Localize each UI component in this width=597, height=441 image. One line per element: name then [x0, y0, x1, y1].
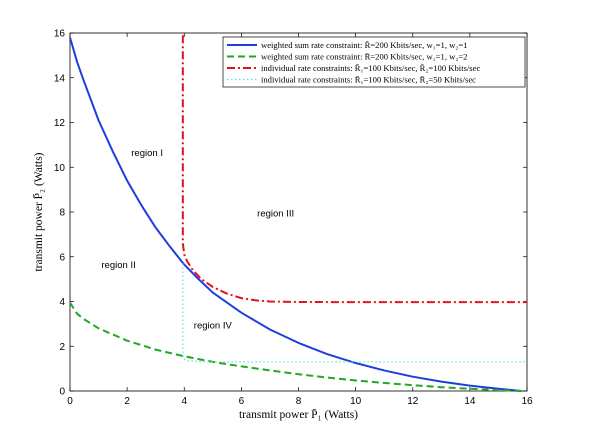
y-tick-label: 6	[59, 252, 65, 263]
region-label: region I	[131, 148, 163, 159]
x-tick-label: 10	[350, 396, 362, 407]
y-axis-label: transmit power P̄₂ (Watts)	[32, 152, 45, 271]
y-tick-label: 0	[59, 387, 65, 398]
x-tick-label: 6	[239, 396, 245, 407]
region-label: region II	[101, 260, 135, 271]
legend-entry: weighted sum rate constraint: R̄=200 Kbi…	[261, 52, 467, 62]
legend-entry: weighted sum rate constraint: R̄=200 Kbi…	[261, 40, 467, 50]
x-tick-label: 16	[521, 396, 533, 407]
tick-group: 0 2 4 6 8 10 12 14 16 0 2 4 6 8 10 12 14 16	[54, 29, 533, 408]
y-tick-label: 8	[59, 208, 65, 219]
legend-entry: individual rate constraints: R̄₁=100 Kbi…	[261, 75, 476, 85]
y-tick-label: 12	[54, 118, 66, 129]
x-tick-label: 8	[296, 396, 302, 407]
x-tick-label: 2	[124, 396, 130, 407]
y-tick-label: 16	[54, 29, 66, 40]
series-group	[69, 35, 527, 392]
x-tick-label: 0	[67, 396, 73, 407]
x-tick-label: 4	[181, 396, 187, 407]
x-axis-label: transmit power P̄₁ (Watts)	[239, 408, 358, 421]
y-tick-label: 4	[59, 297, 65, 308]
region-labels: region I region II region III region IV	[101, 148, 294, 331]
y-tick-label: 14	[54, 73, 66, 84]
y-tick-label: 2	[59, 342, 65, 353]
region-label: region III	[257, 208, 294, 219]
legend-entry: individual rate constraints: R̄₁=100 Kbi…	[261, 63, 480, 73]
legend: weighted sum rate constraint: R̄=200 Kbi…	[222, 36, 526, 88]
x-tick-label: 12	[407, 396, 419, 407]
region-label: region IV	[194, 320, 233, 331]
series-line-1	[69, 37, 522, 392]
y-tick-label: 10	[54, 163, 66, 174]
series-line-3	[181, 35, 527, 304]
legend-box	[222, 36, 526, 88]
x-tick-label: 14	[464, 396, 476, 407]
series-line-2	[69, 302, 522, 392]
